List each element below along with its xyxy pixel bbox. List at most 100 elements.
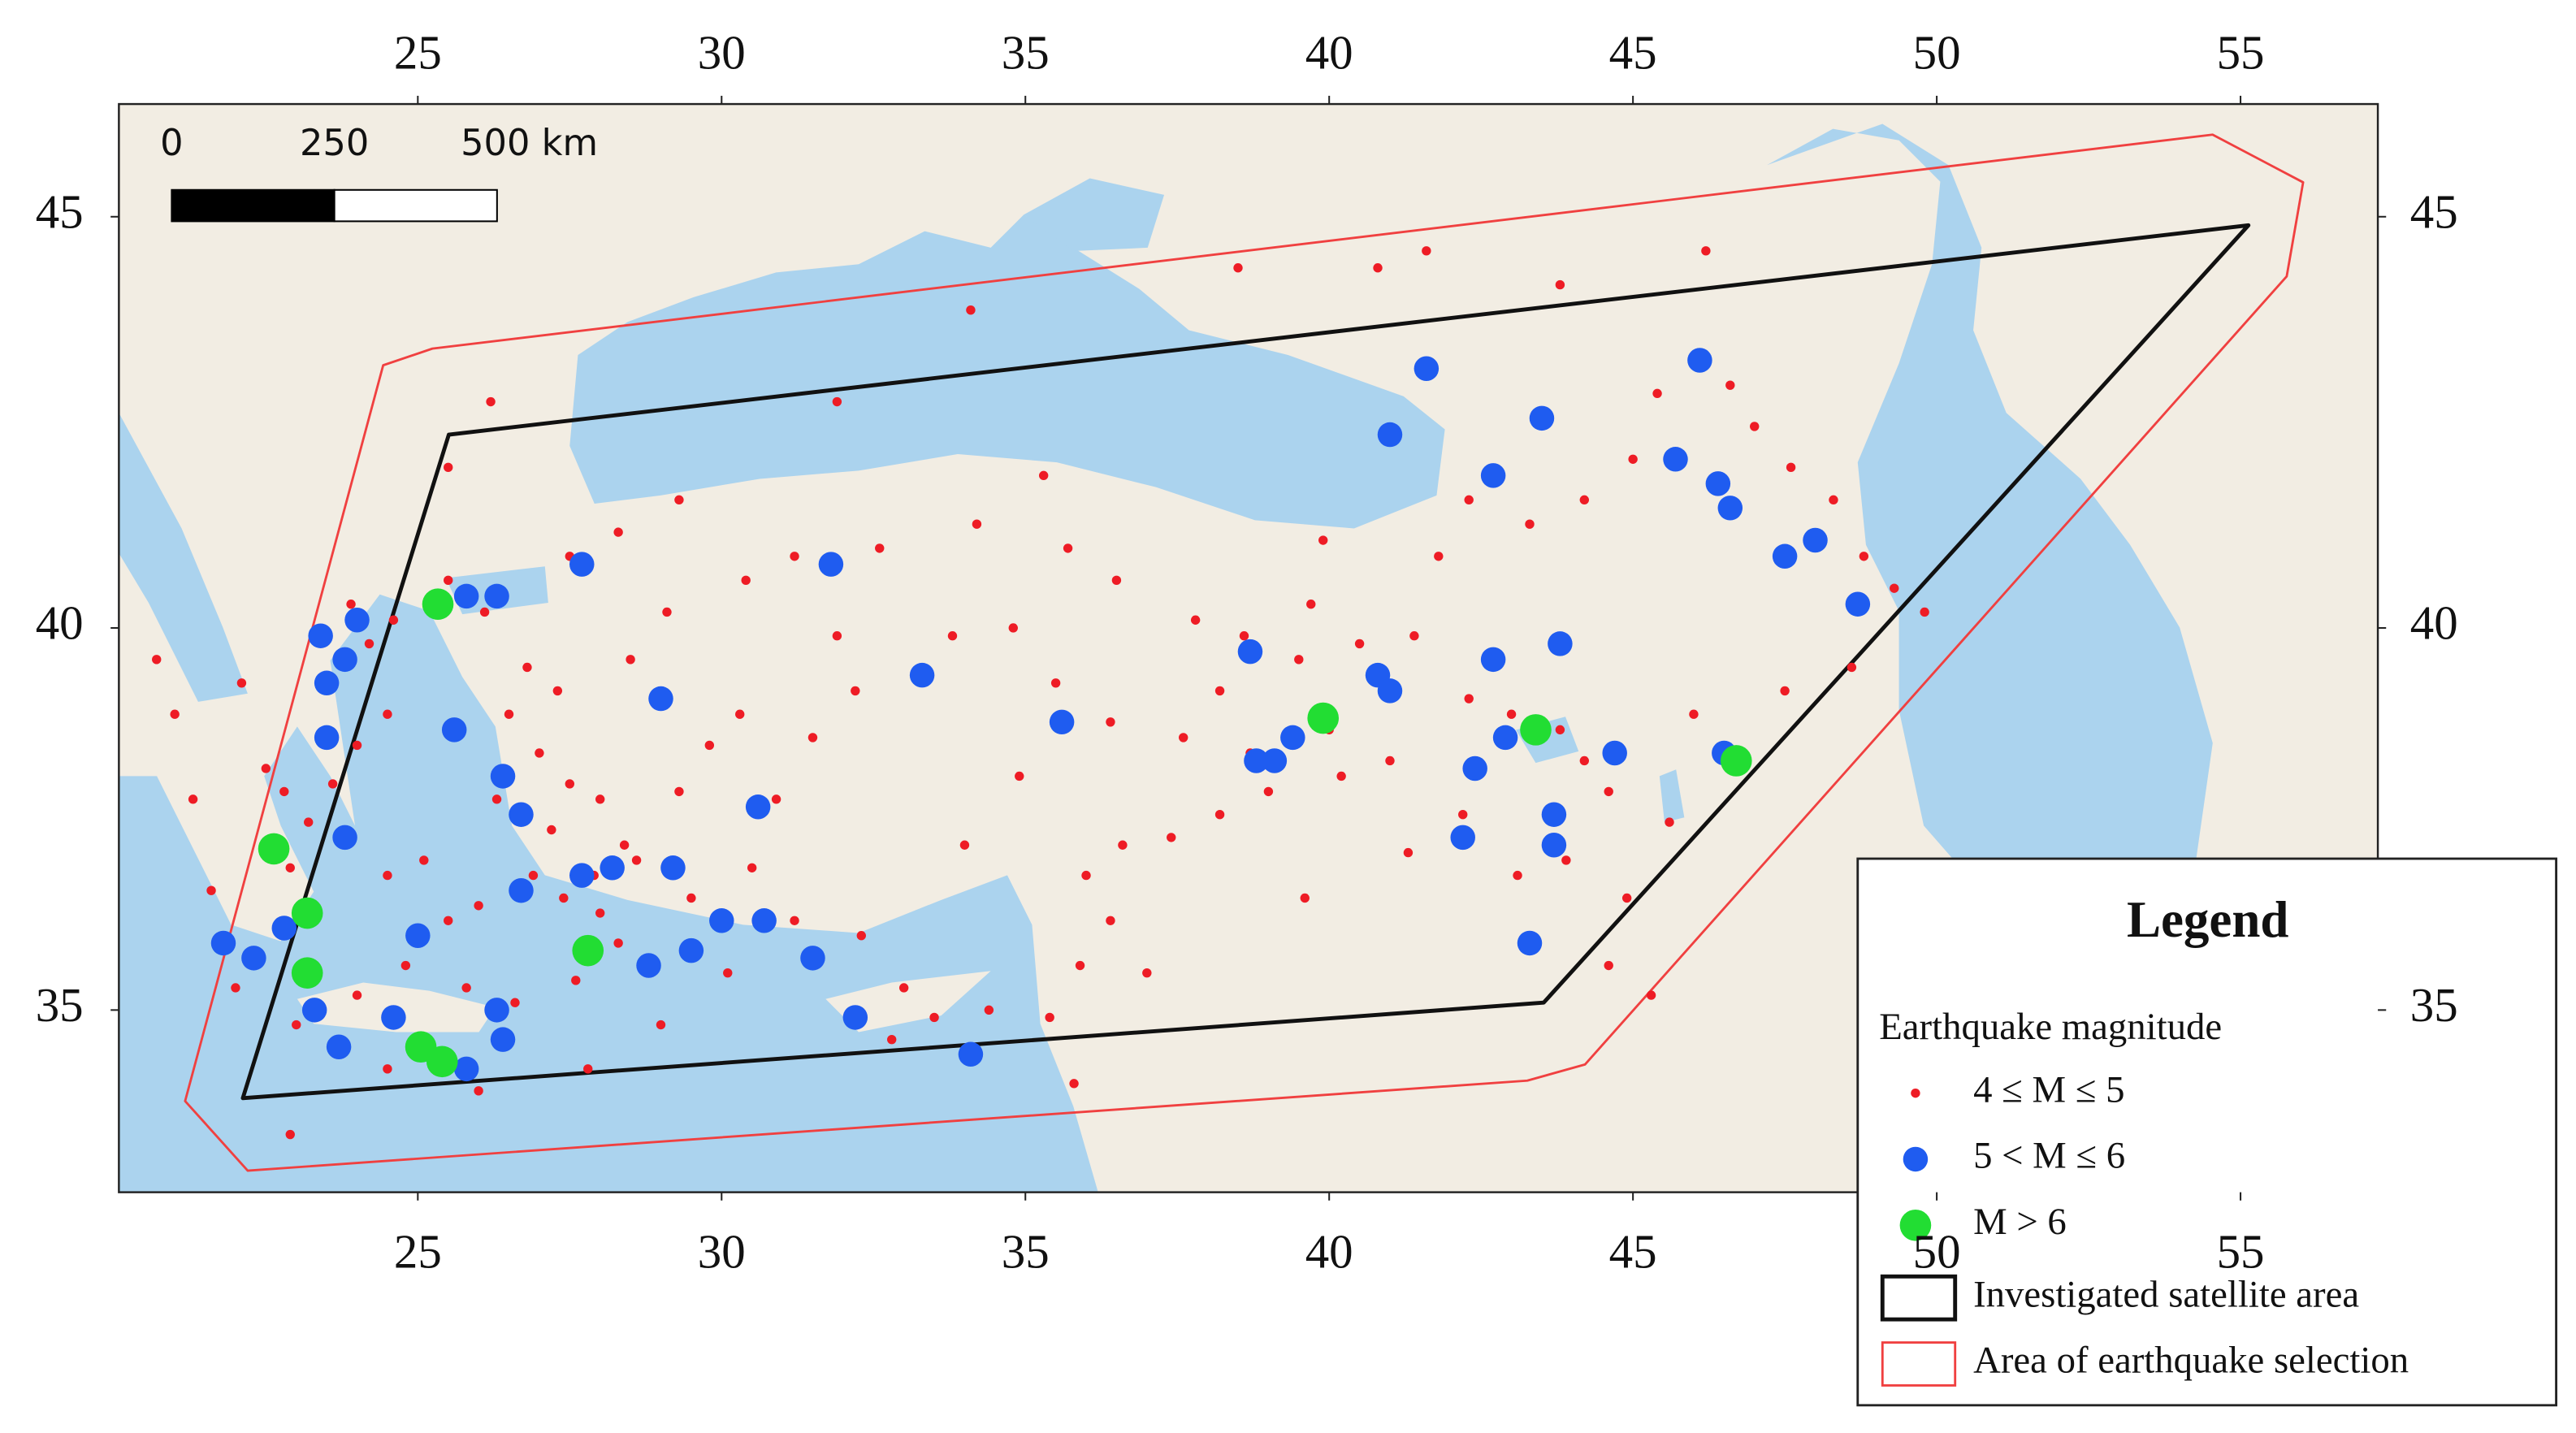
earthquake xyxy=(552,686,563,696)
earthquake xyxy=(1541,802,1567,827)
earthquake xyxy=(1307,702,1340,734)
earthquake xyxy=(619,840,630,850)
earthquake xyxy=(851,686,860,696)
earthquake xyxy=(444,462,453,473)
x-tick-label-bottom: 25 xyxy=(394,1224,442,1278)
scale-bar-segment xyxy=(333,188,498,223)
earthquake xyxy=(947,631,958,641)
earthquake xyxy=(832,631,842,641)
earthquake xyxy=(1111,575,1122,586)
earthquake xyxy=(1529,405,1555,431)
earthquake xyxy=(308,623,333,648)
lake-urmia xyxy=(1659,769,1685,823)
earthquake xyxy=(751,908,777,933)
scale-bar: 0 250 500 km xyxy=(160,121,598,223)
earthquake xyxy=(1244,748,1269,773)
x-tick-label-bottom: 35 xyxy=(1002,1224,1050,1278)
earthquake xyxy=(383,870,392,881)
earthquake xyxy=(474,1086,483,1096)
earthquake xyxy=(231,983,240,993)
earthquake xyxy=(509,877,534,903)
earthquake xyxy=(1604,960,1613,971)
y-tick-label-left: 45 xyxy=(36,184,84,238)
earthquake xyxy=(958,1041,984,1067)
earthquake xyxy=(486,396,496,407)
x-tick-label-top: 35 xyxy=(1002,26,1050,80)
earthquake xyxy=(1069,1079,1079,1089)
earthquake xyxy=(1846,662,1857,673)
earthquake xyxy=(1602,740,1627,766)
legend-symbol xyxy=(1880,1274,1958,1322)
earthquake xyxy=(1377,678,1403,704)
earthquake xyxy=(1579,495,1590,505)
earthquake xyxy=(1294,655,1304,665)
earthquake xyxy=(1920,607,1929,617)
earthquake xyxy=(461,983,471,993)
earthquake xyxy=(569,863,595,888)
earthquake xyxy=(1237,639,1263,665)
earthquake xyxy=(1517,930,1543,956)
earthquake xyxy=(595,908,605,918)
earthquake xyxy=(1214,686,1225,696)
earthquake xyxy=(613,938,623,948)
earthquake xyxy=(383,1064,392,1074)
earthquake xyxy=(1306,600,1316,609)
legend-subtitle: Earthquake magnitude xyxy=(1879,1006,2222,1048)
earthquake xyxy=(723,968,733,978)
x-tick-label-top: 45 xyxy=(1609,26,1657,80)
earthquake xyxy=(572,934,604,967)
earthquake xyxy=(291,957,323,989)
earthquake xyxy=(364,639,374,649)
earthquake xyxy=(453,1056,479,1082)
earthquake xyxy=(1548,631,1573,656)
legend: Legend Earthquake magnitude 4 ≤ M ≤ 5 5 <… xyxy=(1856,857,2558,1407)
adriatic-sea xyxy=(119,413,248,702)
legend-title: Legend xyxy=(2127,891,2289,948)
earthquake xyxy=(1859,552,1869,561)
earthquake xyxy=(1050,678,1061,688)
earthquake xyxy=(535,748,544,758)
map-layers xyxy=(152,133,2305,1172)
earthquake xyxy=(1450,825,1475,851)
earthquake xyxy=(959,840,970,850)
earthquake xyxy=(1780,686,1790,696)
earthquake xyxy=(285,1129,295,1140)
earthquake xyxy=(1015,771,1024,781)
earthquake xyxy=(504,709,514,719)
earthquake xyxy=(875,543,885,553)
legend-symbol xyxy=(1903,1146,1929,1172)
earthquake xyxy=(291,897,323,929)
caspian-sea xyxy=(1766,123,2213,925)
map-frame xyxy=(118,102,2379,1193)
earthquake xyxy=(660,855,686,881)
earthquake xyxy=(301,998,327,1023)
earthquake xyxy=(292,1020,301,1030)
earthquake xyxy=(984,1005,994,1015)
earthquake xyxy=(1845,591,1871,617)
earthquake xyxy=(1464,694,1474,704)
earthquake xyxy=(210,930,236,956)
earthquake xyxy=(1621,893,1632,903)
earthquake xyxy=(966,305,976,315)
earthquake xyxy=(1555,279,1565,290)
earthquake xyxy=(832,396,842,407)
scale-bar-label: 250 xyxy=(300,121,369,164)
earthquake xyxy=(1409,631,1419,641)
earthquake xyxy=(656,1020,666,1030)
earthquake xyxy=(1403,847,1414,858)
earthquake xyxy=(1462,755,1487,781)
earthquake xyxy=(441,717,467,742)
earthquake xyxy=(1008,623,1018,633)
earthquake xyxy=(279,786,289,797)
earthquake xyxy=(1106,717,1115,727)
earthquake xyxy=(510,998,520,1007)
earthquake xyxy=(206,885,216,895)
earthquake xyxy=(613,527,623,537)
earthquake xyxy=(1263,786,1274,797)
earthquake xyxy=(745,794,771,820)
earthquake xyxy=(1725,380,1735,390)
earthquake xyxy=(1464,495,1474,505)
x-tick-label-top: 50 xyxy=(1913,26,1961,80)
earthquake xyxy=(1717,496,1743,521)
earthquake xyxy=(547,825,556,835)
